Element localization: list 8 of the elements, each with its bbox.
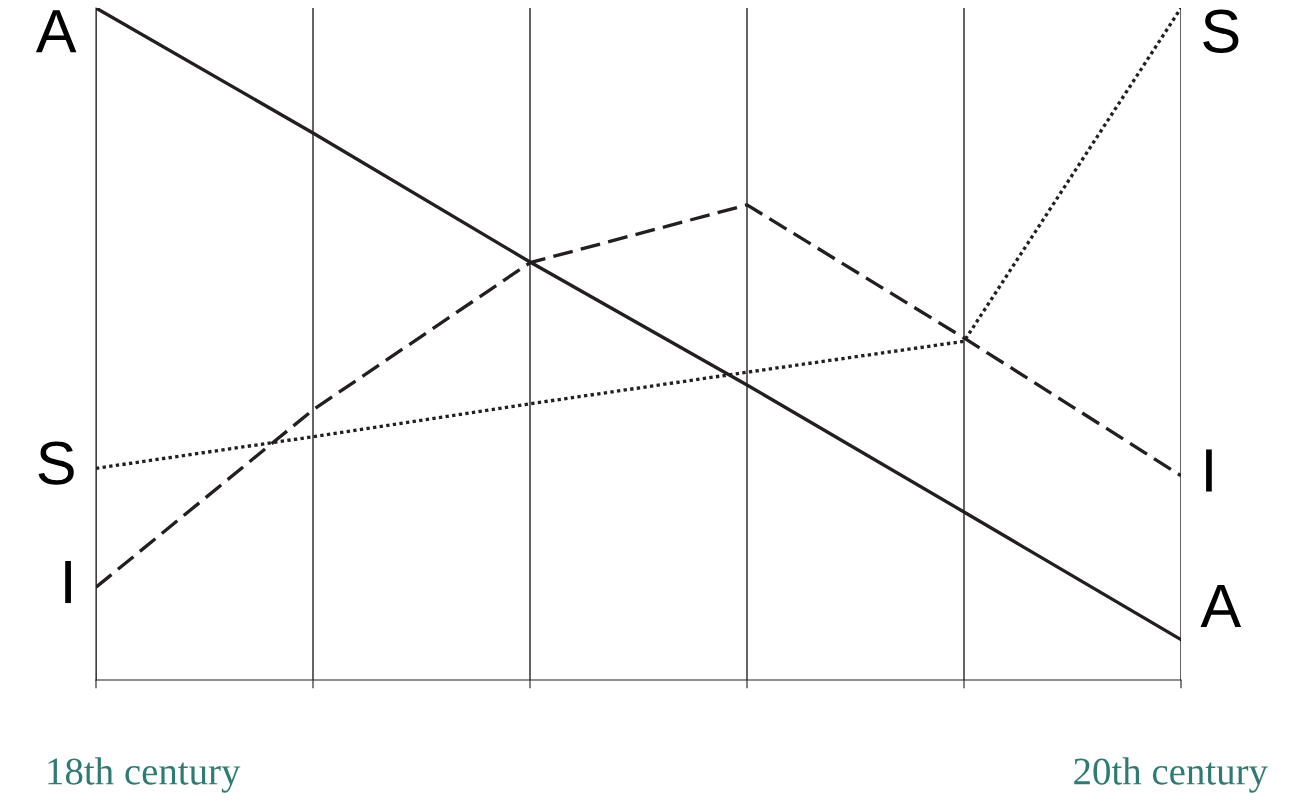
series-label: S bbox=[1203, 9, 1239, 53]
text: 18th century bbox=[48, 757, 241, 793]
series-label: A bbox=[35, 10, 77, 53]
text: S bbox=[38, 441, 74, 485]
series-label: I bbox=[65, 561, 71, 604]
text: I bbox=[1206, 449, 1212, 492]
text: A bbox=[1200, 584, 1242, 627]
text: 20th century bbox=[1074, 757, 1268, 793]
